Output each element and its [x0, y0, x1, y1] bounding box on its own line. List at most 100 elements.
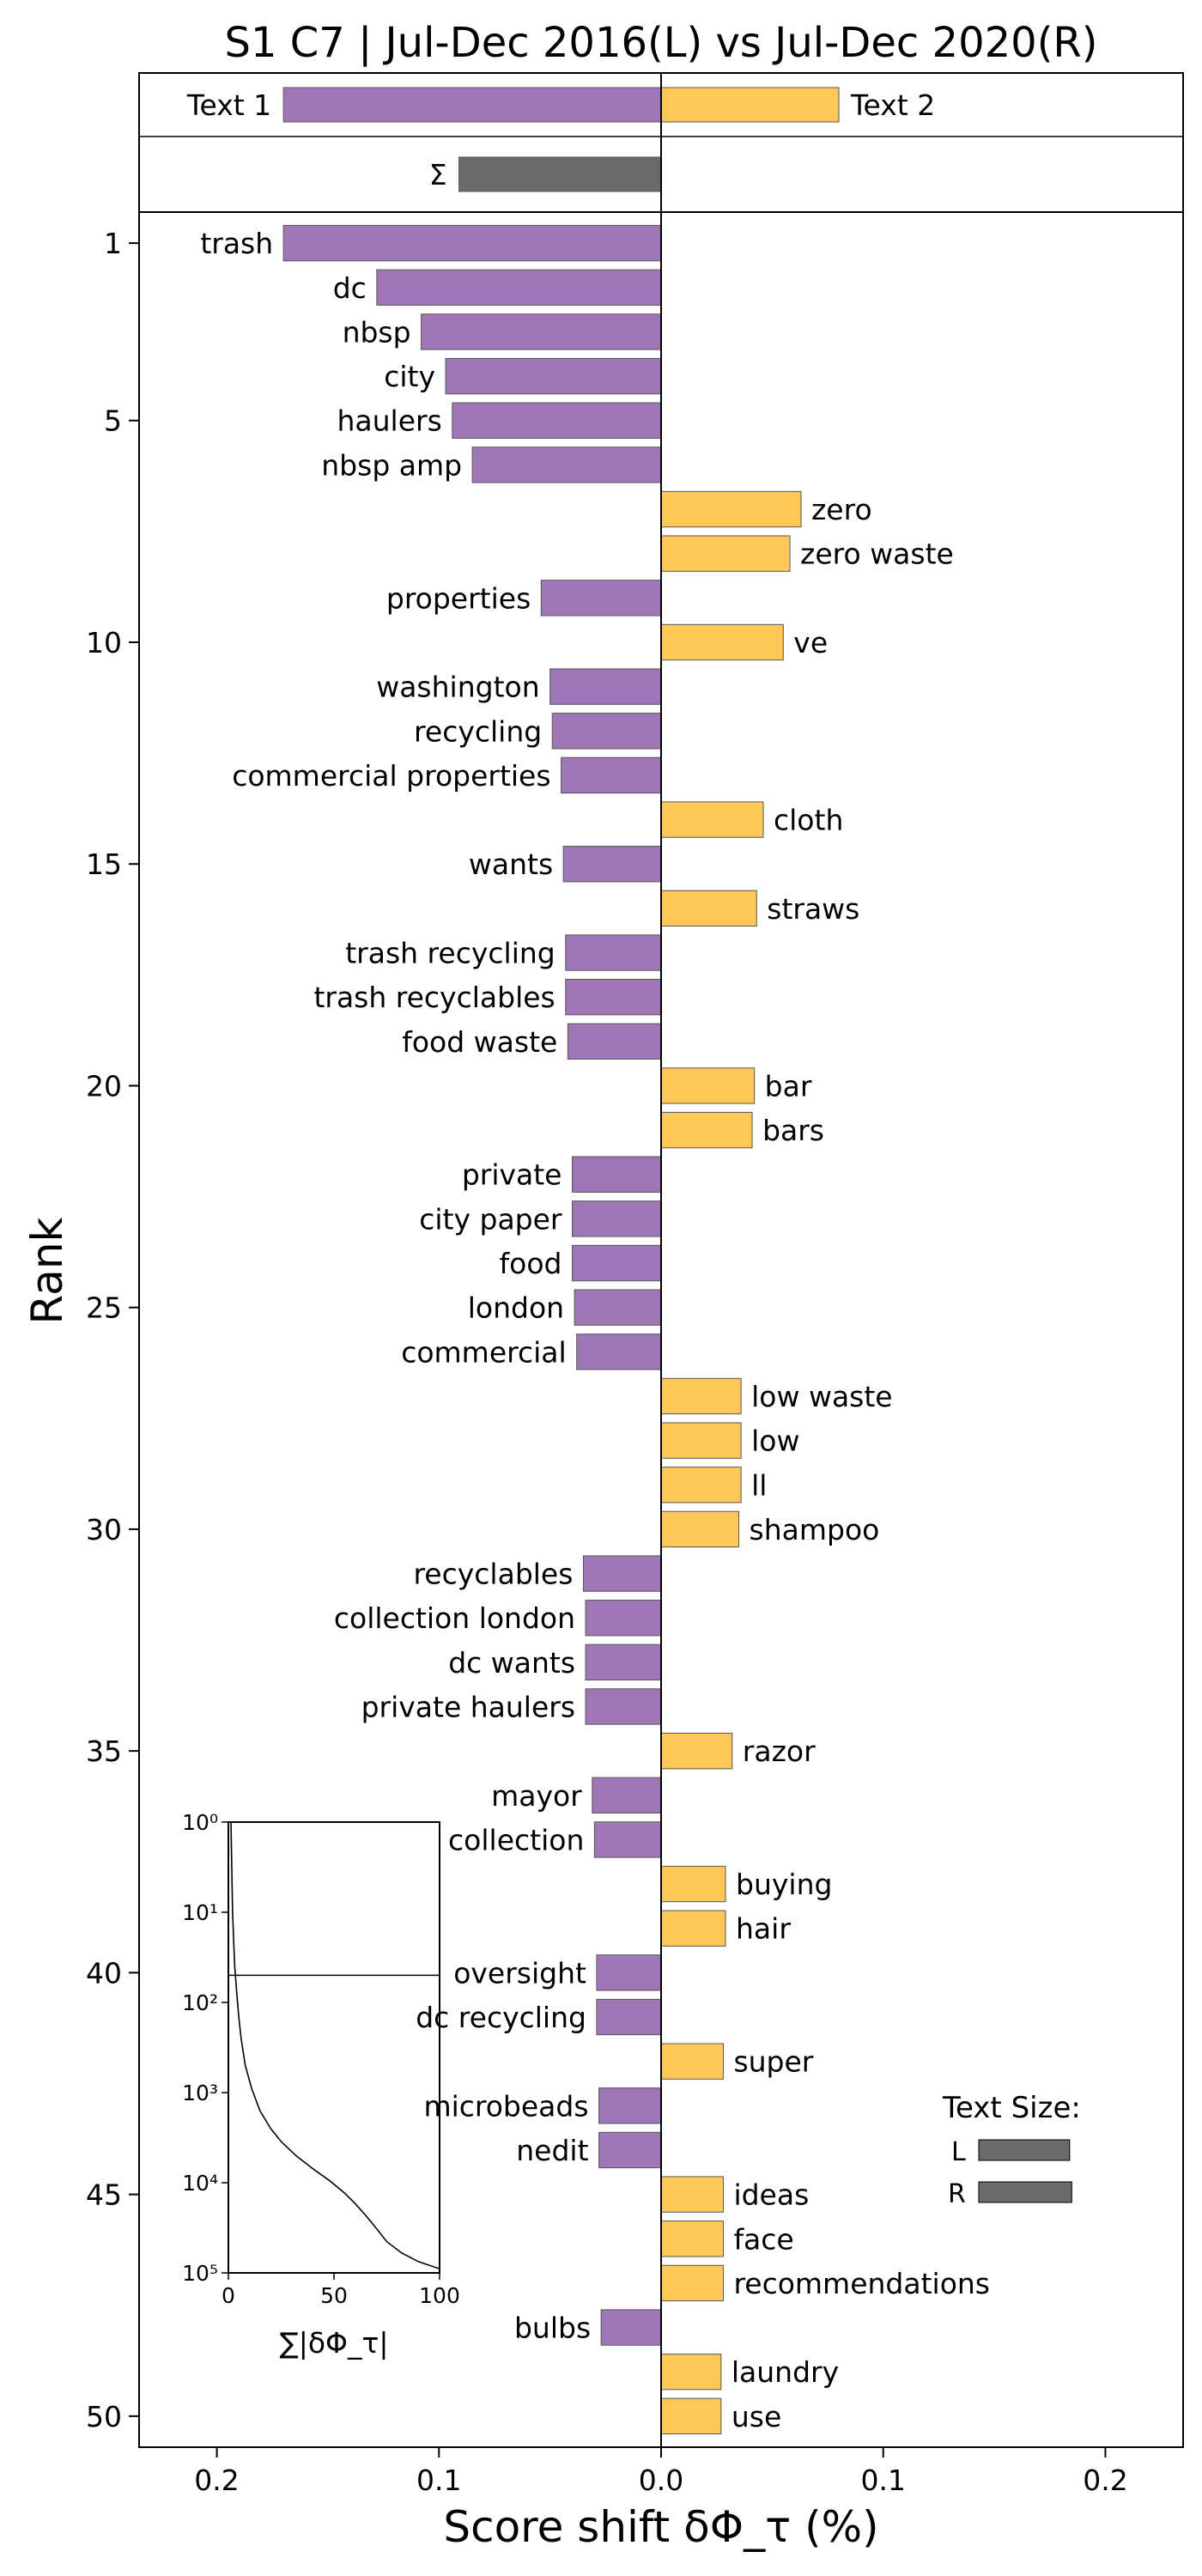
word-label-22: private	[462, 1158, 562, 1192]
word-bars	[282, 224, 802, 2435]
word-label-39: hair	[736, 1912, 791, 1946]
bar-2	[376, 269, 662, 306]
bar-1	[282, 224, 662, 262]
word-label-7: zero	[811, 493, 872, 526]
word-label-42: super	[733, 2045, 813, 2079]
word-label-48: bulbs	[514, 2312, 591, 2345]
summary-panel: Text 1 Text 2 Σ	[138, 72, 1184, 213]
y-tick-label-50: 50	[86, 2400, 122, 2433]
bar-5	[452, 402, 662, 439]
word-label-1: trash	[200, 227, 273, 260]
x-tick-label-3: 0.1	[860, 2464, 905, 2497]
text-size-legend: Text Size: L R	[942, 2091, 1081, 2209]
bar-27	[660, 1377, 742, 1415]
x-tick-label-1: 0.1	[416, 2464, 461, 2497]
y-tick-label-20: 20	[86, 1069, 122, 1103]
word-label-31: recyclables	[413, 1558, 573, 1591]
inset-cumulative-plot: 10⁰ 10¹ 10² 10³ 10⁴ 10⁵ 0 50 100 ∑|δΦ_τ|	[182, 1810, 460, 2360]
word-label-13: commercial properties	[232, 759, 550, 793]
summary-label-text1: Text 1	[186, 88, 271, 122]
bar-41	[596, 1998, 662, 2036]
bar-25	[574, 1289, 662, 1326]
y-tick-label-5: 5	[104, 404, 122, 438]
bar-4	[445, 357, 662, 395]
word-label-49: laundry	[732, 2355, 839, 2389]
word-label-17: trash recycling	[345, 937, 555, 970]
bar-37	[593, 1821, 662, 1858]
bar-45	[660, 2176, 724, 2213]
bar-7	[660, 490, 802, 528]
word-label-24: food	[500, 1247, 562, 1280]
word-label-47: recommendations	[733, 2267, 990, 2300]
word-label-19: food waste	[402, 1025, 557, 1059]
bar-10	[660, 623, 784, 661]
bar-50	[660, 2397, 722, 2435]
summary-label-text2: Text 2	[850, 88, 935, 122]
bar-14	[660, 801, 764, 838]
bar-29	[660, 1467, 742, 1504]
word-label-18: trash recyclables	[313, 981, 555, 1014]
x-axis-ticks: 0.2 0.1 0.0 0.1 0.2	[194, 2447, 1128, 2497]
word-label-36: mayor	[491, 1779, 582, 1813]
bar-15	[562, 846, 662, 883]
word-label-45: ideas	[733, 2178, 809, 2212]
inset-x-tick-label-2: 100	[419, 2283, 460, 2308]
y-tick-label-40: 40	[86, 1956, 122, 1990]
x-axis-title: Score shift δΦ_τ (%)	[443, 2502, 878, 2552]
legend-bar-r	[978, 2181, 1072, 2203]
word-label-14: cloth	[774, 804, 843, 837]
word-label-32: collection london	[334, 1601, 575, 1635]
inset-y-tick-label-5: 10⁵	[182, 2261, 218, 2286]
legend-label-l: L	[951, 2137, 966, 2167]
bar-47	[660, 2264, 724, 2302]
word-label-34: private haulers	[361, 1690, 575, 1723]
word-label-35: razor	[743, 1735, 816, 1768]
y-tick-label-25: 25	[86, 1291, 122, 1325]
bar-24	[572, 1244, 662, 1282]
word-label-28: low	[751, 1425, 799, 1458]
inset-x-tick-label-0: 0	[222, 2283, 235, 2308]
y-tick-label-30: 30	[86, 1513, 122, 1546]
word-label-3: nbsp	[343, 315, 411, 349]
bar-9	[540, 580, 662, 617]
bar-19	[567, 1023, 662, 1060]
bar-48	[600, 2309, 662, 2346]
bar-31	[582, 1555, 662, 1592]
bar-20	[660, 1067, 756, 1104]
summary-bar-text1	[282, 87, 662, 123]
word-label-6: nbsp amp	[321, 448, 462, 482]
word-label-2: dc	[333, 271, 367, 305]
word-label-4: city	[384, 360, 435, 393]
bar-26	[576, 1334, 662, 1370]
summary-bar-text2	[660, 87, 840, 123]
bar-16	[660, 890, 757, 927]
word-label-27: low waste	[751, 1380, 892, 1413]
word-label-15: wants	[469, 848, 553, 881]
inset-y-ticks: 10⁰ 10¹ 10² 10³ 10⁴ 10⁵	[182, 1810, 228, 2286]
y-tick-label-45: 45	[86, 2178, 122, 2212]
word-label-23: city paper	[419, 1202, 562, 1236]
inset-x-label: ∑|δΦ_τ|	[279, 2326, 388, 2360]
summary-bar-sum	[458, 156, 662, 192]
y-tick-label-10: 10	[86, 626, 122, 659]
word-label-40: oversight	[453, 1956, 586, 1990]
inset-y-tick-label-1: 10¹	[182, 1900, 218, 1925]
word-label-16: straws	[767, 892, 859, 926]
word-label-8: zero waste	[800, 538, 954, 571]
bar-39	[660, 1910, 726, 1947]
bar-21	[660, 1111, 753, 1149]
bar-35	[660, 1732, 733, 1770]
summary-label-sum: Σ	[429, 158, 447, 191]
inset-y-tick-label-2: 10²	[182, 1990, 218, 2015]
bar-13	[561, 756, 662, 794]
bar-34	[585, 1688, 662, 1725]
bar-42	[660, 2043, 724, 2080]
inset-x-ticks: 0 50 100	[222, 2273, 460, 2308]
inset-frame	[228, 1821, 440, 2274]
chart-title: S1 C7 | Jul-Dec 2016(L) vs Jul-Dec 2020(…	[225, 19, 1098, 67]
word-label-12: recycling	[414, 714, 542, 748]
word-label-43: microbeads	[423, 2089, 588, 2123]
word-label-21: bars	[762, 1114, 824, 1147]
legend-label-r: R	[948, 2179, 966, 2209]
